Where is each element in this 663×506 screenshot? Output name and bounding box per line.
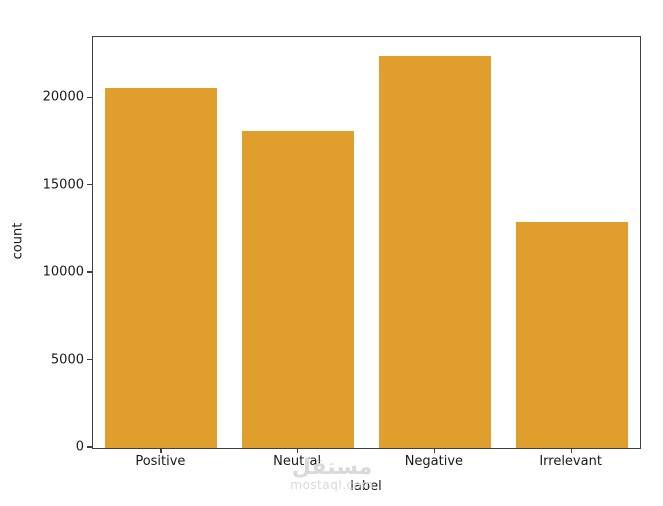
x-tick-mark <box>433 448 436 453</box>
y-tick-label-15000: 15000 <box>42 177 84 193</box>
x-tick-label-neutral: Neutral <box>273 454 322 469</box>
x-axis-label: label <box>350 479 382 494</box>
bar-neutral <box>242 131 355 448</box>
y-tick-mark <box>87 446 92 448</box>
y-axis-label: count <box>10 222 26 260</box>
x-tick-mark <box>297 448 299 453</box>
y-tick-mark <box>87 96 92 98</box>
x-tick-mark <box>570 448 572 453</box>
bar-negative <box>378 56 491 448</box>
y-tick-label-20000: 20000 <box>42 89 84 105</box>
x-tick-label-positive: Positive <box>135 454 186 469</box>
y-tick-label-10000: 10000 <box>42 264 84 280</box>
x-tick-mark <box>160 448 162 453</box>
plot-area <box>92 36 641 449</box>
x-tick-label-irrelevant: Irrelevant <box>539 454 602 469</box>
y-tick-label-5000: 5000 <box>50 352 84 368</box>
y-tick-label-0: 0 <box>75 439 84 455</box>
bar-positive <box>105 87 218 448</box>
bar-irrelevant <box>515 221 628 448</box>
x-tick-label-negative: Negative <box>404 454 464 469</box>
y-tick-mark <box>87 184 92 186</box>
y-tick-mark <box>87 358 92 361</box>
y-tick-mark <box>87 271 92 273</box>
